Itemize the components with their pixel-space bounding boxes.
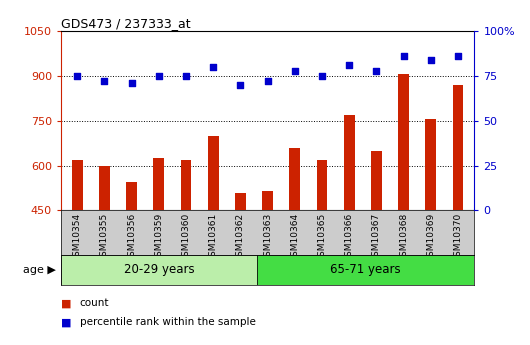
Text: GSM10363: GSM10363 [263, 213, 272, 262]
Point [209, 64, 217, 70]
Bar [453, 85, 463, 210]
Point [182, 73, 190, 79]
Text: GSM10355: GSM10355 [100, 213, 109, 262]
Text: GSM10364: GSM10364 [290, 213, 299, 262]
Text: 20-29 years: 20-29 years [123, 264, 194, 276]
Point [73, 73, 82, 79]
Point [372, 68, 381, 73]
Text: ■: ■ [61, 298, 72, 308]
Text: GSM10370: GSM10370 [454, 213, 463, 262]
Text: age ▶: age ▶ [23, 265, 56, 275]
Point [263, 79, 272, 84]
Bar [72, 160, 83, 210]
Bar [371, 151, 382, 210]
Point [290, 68, 299, 73]
Text: ■: ■ [61, 317, 72, 327]
Text: GSM10367: GSM10367 [372, 213, 381, 262]
Text: GSM10366: GSM10366 [344, 213, 354, 262]
Text: 65-71 years: 65-71 years [330, 264, 401, 276]
Bar [61, 255, 257, 285]
Bar [126, 182, 137, 210]
Text: GDS473 / 237333_at: GDS473 / 237333_at [61, 17, 191, 30]
Point [155, 73, 163, 79]
Bar [257, 255, 474, 285]
Text: percentile rank within the sample: percentile rank within the sample [80, 317, 255, 327]
Bar [235, 193, 246, 210]
Text: GSM10360: GSM10360 [182, 213, 191, 262]
Bar [426, 119, 436, 210]
Bar [181, 160, 191, 210]
Bar [262, 191, 273, 210]
Point [427, 57, 435, 62]
Text: GSM10361: GSM10361 [209, 213, 218, 262]
Point [236, 82, 245, 88]
Point [454, 53, 462, 59]
Text: GSM10369: GSM10369 [426, 213, 435, 262]
Text: GSM10365: GSM10365 [317, 213, 326, 262]
Bar [153, 158, 164, 210]
Text: GSM10362: GSM10362 [236, 213, 245, 262]
Point [400, 53, 408, 59]
Text: GSM10359: GSM10359 [154, 213, 163, 262]
Bar [289, 148, 301, 210]
Point [318, 73, 326, 79]
Text: GSM10356: GSM10356 [127, 213, 136, 262]
Text: count: count [80, 298, 109, 308]
Text: GSM10368: GSM10368 [399, 213, 408, 262]
Point [345, 62, 354, 68]
Bar [398, 75, 409, 210]
Point [100, 79, 109, 84]
Point [127, 80, 136, 86]
Bar [99, 166, 110, 210]
Bar [344, 115, 355, 210]
Text: GSM10354: GSM10354 [73, 213, 82, 262]
Bar [208, 136, 219, 210]
Bar [316, 160, 328, 210]
